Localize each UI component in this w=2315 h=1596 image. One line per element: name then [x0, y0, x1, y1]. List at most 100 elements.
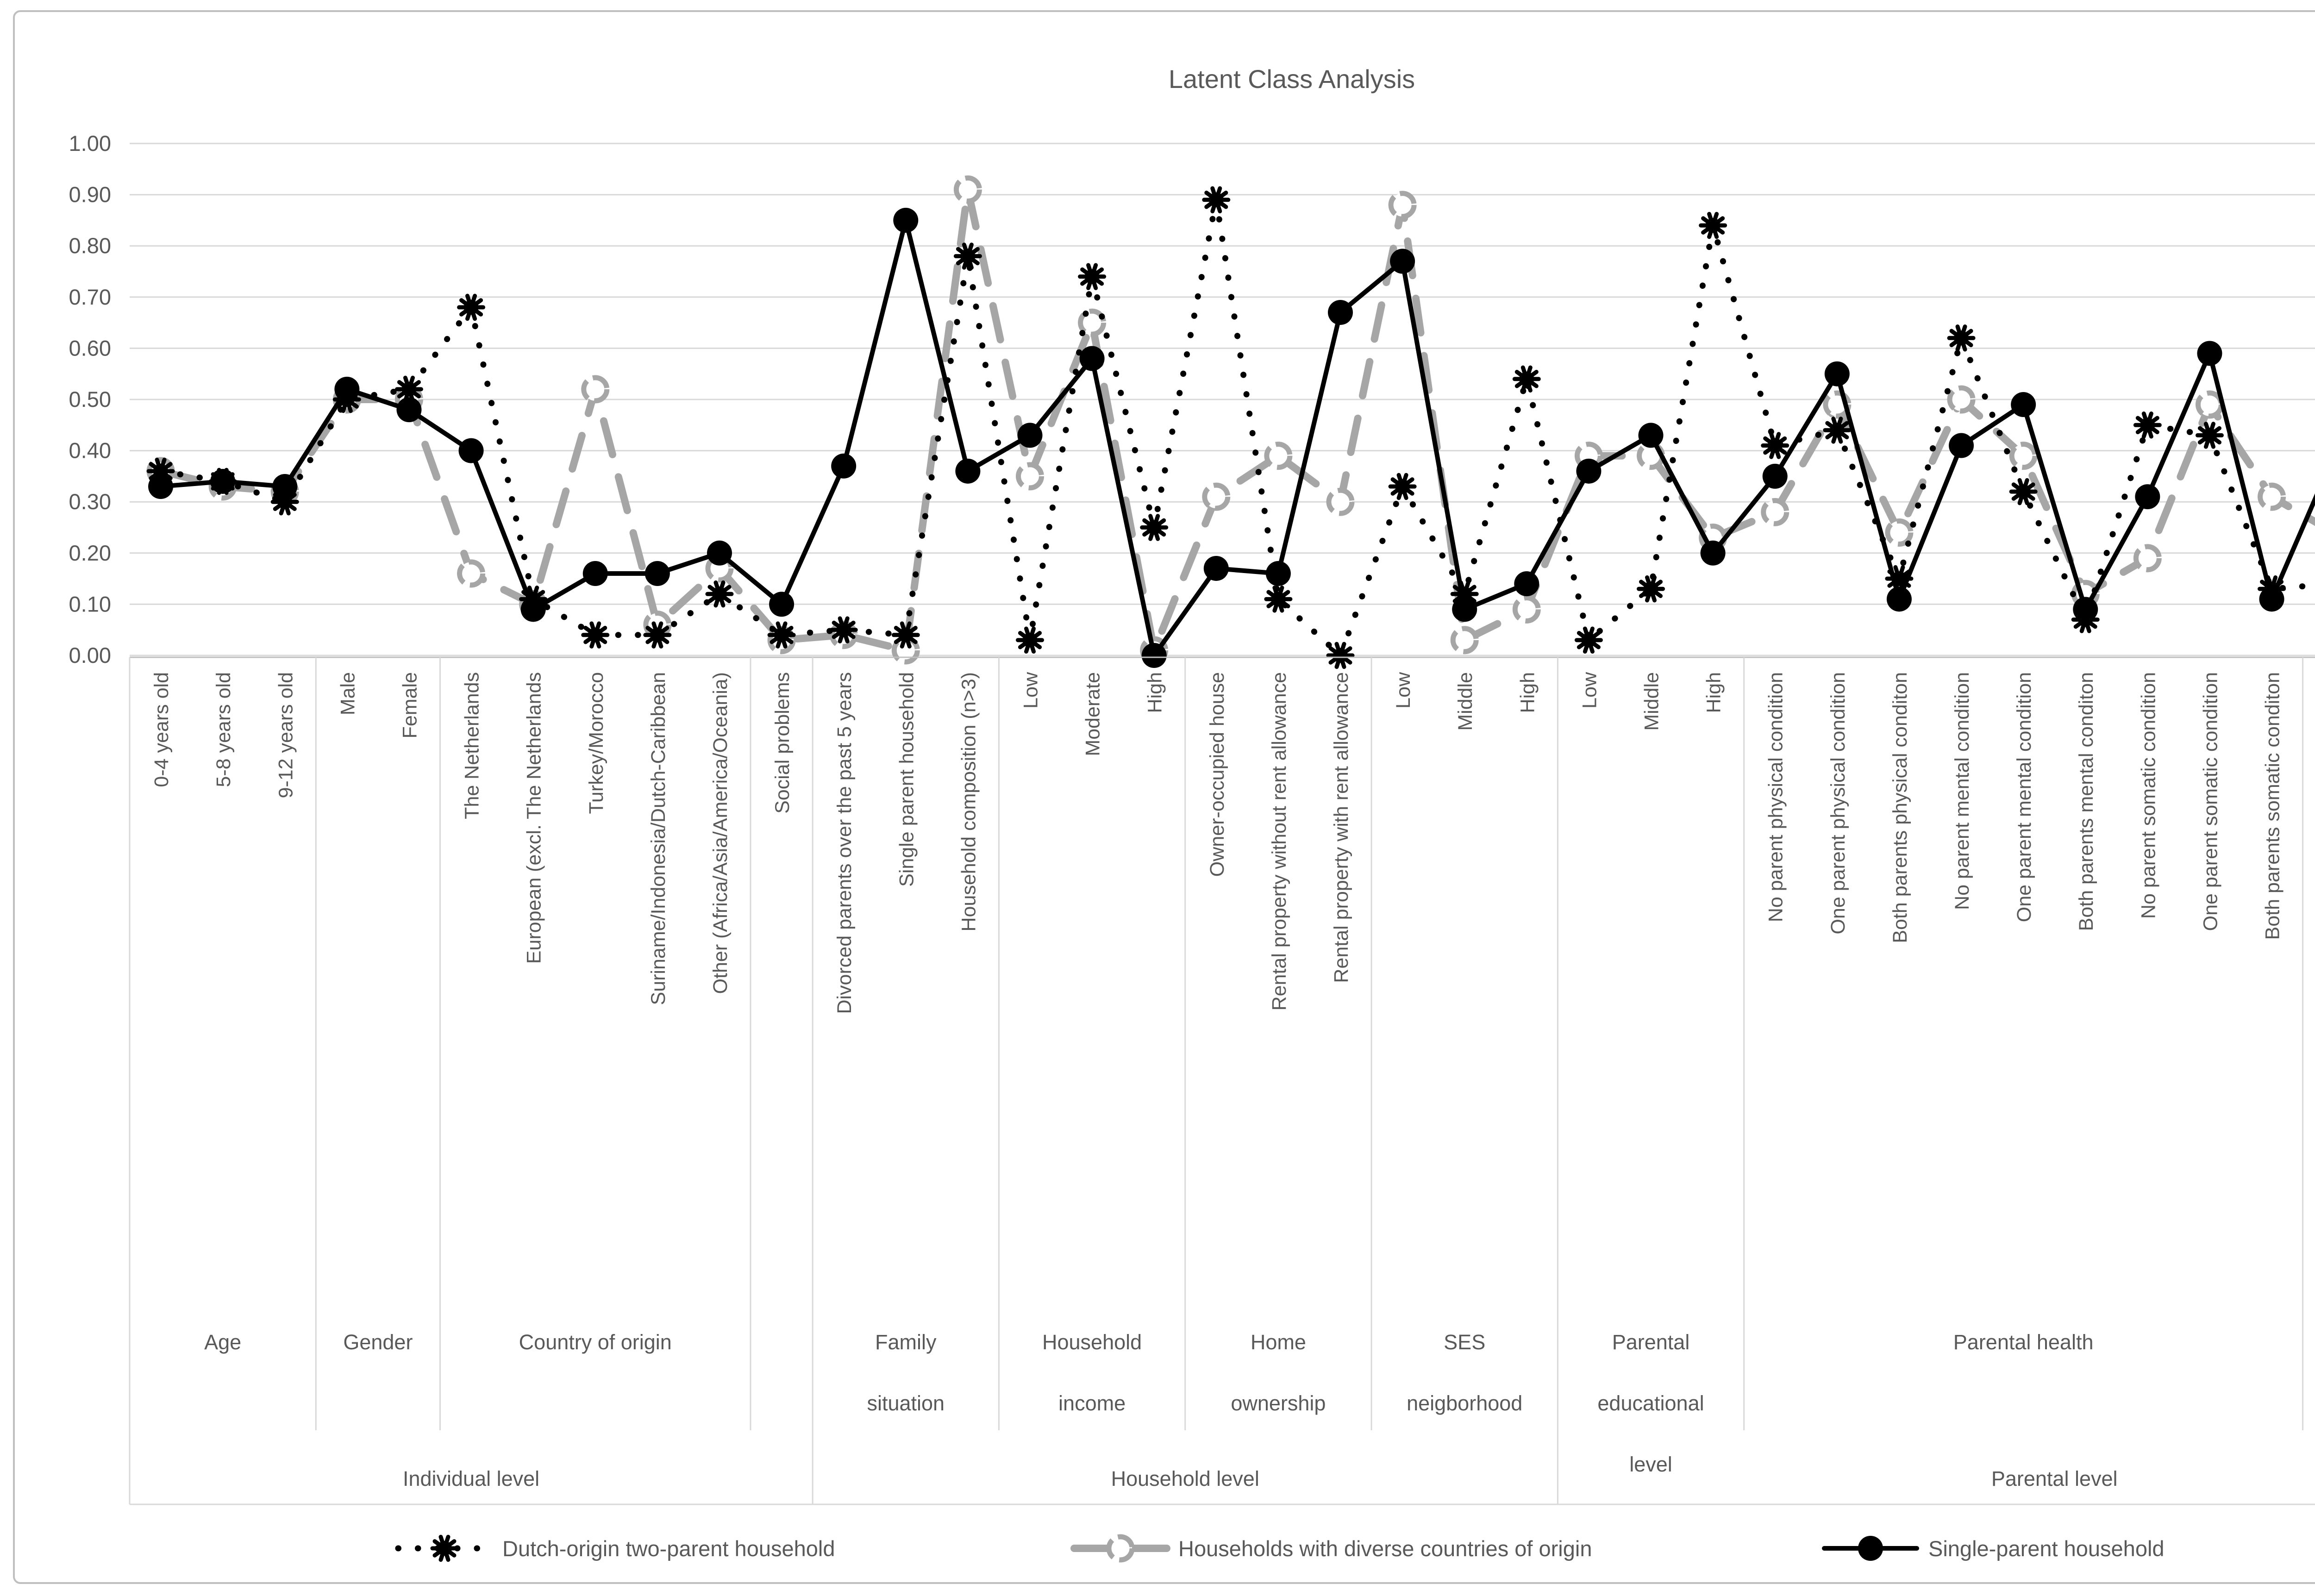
- star-spike: [1707, 212, 1714, 222]
- star-spike: [1148, 514, 1155, 524]
- star-spike: [846, 620, 856, 629]
- star-spike: [595, 638, 601, 648]
- star-spike: [1955, 342, 1962, 352]
- category-label: Low: [1020, 672, 1042, 709]
- y-tick-label: 0.80: [69, 233, 111, 258]
- star-spike: [713, 580, 720, 591]
- star-spike: [1775, 449, 1781, 459]
- star-spike: [908, 625, 918, 634]
- star-spike: [962, 243, 968, 253]
- star-spike: [1018, 631, 1027, 639]
- star-spike: [474, 309, 483, 317]
- star-spike: [719, 598, 726, 608]
- data-point-filled-circle: [1390, 249, 1415, 274]
- star-spike: [1340, 659, 1346, 669]
- star-spike: [1092, 263, 1098, 273]
- data-point-star: [1140, 514, 1169, 541]
- star-spike: [770, 636, 779, 644]
- star-spike: [2085, 623, 2091, 633]
- level-group-label: Household level: [1111, 1467, 1259, 1490]
- star-spike: [1030, 643, 1036, 654]
- category-label: Suriname/Indonesia/Dutch-Caribbean: [647, 672, 669, 1005]
- data-point-star: [1823, 417, 1852, 444]
- star-spike: [2017, 478, 2024, 488]
- star-spike: [589, 638, 596, 648]
- legend-filled-circle-marker: [1858, 1536, 1883, 1561]
- star-spike: [2203, 439, 2210, 449]
- star-spike: [1092, 280, 1098, 290]
- star-spike: [1086, 263, 1093, 273]
- star-spike: [1961, 342, 1967, 352]
- star-spike: [657, 638, 663, 648]
- data-point-star: [953, 243, 982, 270]
- star-spike: [651, 638, 658, 648]
- star-spike: [776, 638, 782, 648]
- variable-group-label: income: [1058, 1391, 1126, 1415]
- star-spike: [1018, 641, 1027, 649]
- star-spike: [1210, 203, 1217, 213]
- category-label: The Netherlands: [461, 672, 483, 819]
- star-spike: [1653, 580, 1663, 588]
- category-label: Both parents mental conditon: [2075, 672, 2097, 931]
- star-spike: [1210, 186, 1217, 196]
- star-spike: [1024, 626, 1030, 636]
- star-spike: [350, 401, 359, 409]
- star-spike: [1588, 643, 1595, 654]
- star-spike: [459, 309, 469, 317]
- star-spike: [1591, 631, 1601, 639]
- category-label: High: [1516, 672, 1539, 713]
- legend-label: Single-parent household: [1928, 1536, 2165, 1561]
- star-spike: [1032, 641, 1042, 649]
- star-spike: [784, 625, 794, 634]
- star-spike: [1204, 190, 1214, 199]
- variable-group-label: ownership: [1231, 1391, 1326, 1415]
- star-spike: [474, 298, 483, 306]
- star-spike: [707, 595, 717, 604]
- data-point-star: [1202, 186, 1231, 213]
- star-spike: [776, 621, 782, 631]
- star-spike: [465, 311, 472, 321]
- star-spike: [397, 391, 407, 399]
- series-line-single-parent-household: [158, 218, 2315, 658]
- data-point-open-circle: [953, 175, 982, 204]
- star-spike: [397, 380, 407, 388]
- y-tick-label: 1.00: [69, 131, 111, 156]
- data-point-filled-circle: [1886, 586, 1912, 612]
- star-spike: [1529, 380, 1539, 388]
- star-spike: [1024, 643, 1030, 654]
- star-spike: [1831, 417, 1838, 427]
- legend-item: Dutch-origin two-parent household: [395, 1534, 835, 1562]
- star-spike: [894, 625, 903, 634]
- data-point-star: [891, 621, 920, 648]
- data-point-open-circle: [1264, 442, 1293, 470]
- star-spike: [2150, 416, 2159, 424]
- data-point-filled-circle: [769, 592, 795, 617]
- star-spike: [1715, 216, 1725, 224]
- star-spike: [660, 625, 669, 634]
- category-label: Owner-occupied house: [1206, 672, 1228, 877]
- category-label: Single parent household: [895, 672, 918, 887]
- variable-group-label: level: [1629, 1453, 1672, 1476]
- chart-legend: Dutch-origin two-parent household Househo…: [395, 1534, 2165, 1563]
- category-label: Divorced parents over the past 5 years: [833, 672, 856, 1014]
- data-point-open-circle: [1761, 498, 1789, 526]
- data-point-star: [1326, 642, 1355, 669]
- star-spike: [1390, 477, 1400, 485]
- data-point-open-circle: [1202, 482, 1231, 511]
- legend-star-spike: [444, 1552, 450, 1562]
- data-point-filled-circle: [2197, 341, 2222, 366]
- data-point-star: [829, 616, 858, 643]
- star-spike: [722, 595, 732, 604]
- star-spike: [1763, 436, 1772, 444]
- level-group-label: Parental level: [1991, 1467, 2118, 1490]
- variable-group-label: Family: [875, 1330, 937, 1354]
- star-spike: [1825, 431, 1834, 440]
- category-axis-labels: 0-4 years old 5-8 years old 9-12 years old…: [150, 672, 2284, 1014]
- data-point-filled-circle: [1017, 423, 1043, 448]
- star-spike: [1405, 477, 1414, 485]
- star-spike: [1281, 600, 1290, 609]
- star-spike: [1715, 227, 1725, 235]
- y-tick-label: 0.70: [69, 285, 111, 309]
- level-group-label: Individual level: [403, 1467, 539, 1490]
- y-tick-label: 0.60: [69, 336, 111, 360]
